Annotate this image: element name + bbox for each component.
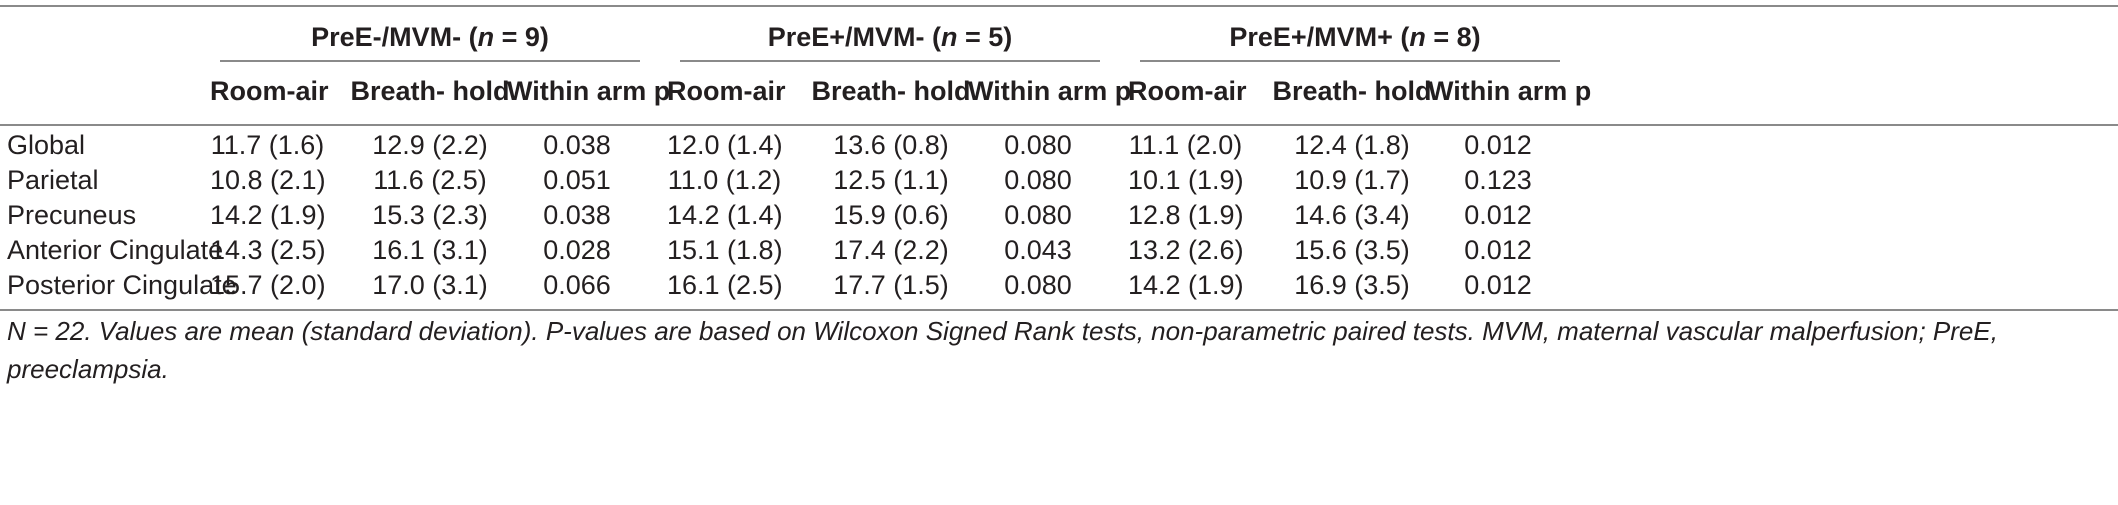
- table-cell: 0.012: [1464, 235, 1532, 265]
- table-cell: 11.1 (2.0): [1128, 130, 1243, 160]
- table-cell: 14.3 (2.5): [210, 235, 326, 265]
- group-header-1-label: PreE-/MVM- (: [311, 22, 478, 52]
- table-cell: 12.8 (1.9): [1128, 200, 1244, 230]
- subheader-within-arm-p-1: Within arm p: [507, 76, 671, 106]
- table-cell: 15.3 (2.3): [372, 200, 488, 230]
- table-cell: 11.6 (2.5): [373, 165, 487, 195]
- table-cell: 0.080: [1004, 130, 1072, 160]
- group-header-2-count: = 5): [957, 22, 1013, 52]
- subheader-breath-hold-1: Breath- hold: [350, 76, 510, 106]
- table-cell: 0.051: [543, 165, 611, 195]
- table-cell: 15.1 (1.8): [667, 235, 783, 265]
- table-cell: 0.080: [1004, 165, 1072, 195]
- group-header-2-n: n: [941, 22, 958, 52]
- table-cell: 0.080: [1004, 270, 1072, 300]
- table-cell: 0.043: [1004, 235, 1072, 265]
- table-cell: 0.066: [543, 270, 611, 300]
- subheader-breath-hold-3: Breath- hold: [1272, 76, 1432, 106]
- group-1-rule: [220, 60, 640, 62]
- table-cell: 0.012: [1464, 200, 1532, 230]
- subheader-within-arm-p-2: Within arm p: [968, 76, 1132, 106]
- table-cell: 14.2 (1.9): [210, 200, 326, 230]
- table-cell: 15.6 (3.5): [1294, 235, 1410, 265]
- group-header-2: PreE+/MVM- (n = 5): [680, 20, 1100, 54]
- subheader-breath-hold-2: Breath- hold: [811, 76, 971, 106]
- table-cell: 12.9 (2.2): [372, 130, 488, 160]
- table-cell: 14.2 (1.9): [1128, 270, 1244, 300]
- table-cell: 11.0 (1.2): [667, 165, 782, 195]
- group-header-3-count: = 8): [1425, 22, 1481, 52]
- table-cell: 16.9 (3.5): [1294, 270, 1410, 300]
- table-top-rule: [0, 5, 2118, 7]
- table-cell: 17.7 (1.5): [833, 270, 949, 300]
- table-cell: 0.012: [1464, 130, 1532, 160]
- table-cell: 0.028: [543, 235, 611, 265]
- group-header-3-label: PreE+/MVM+ (: [1229, 22, 1410, 52]
- row-label: Posterior Cingulate: [7, 270, 237, 300]
- table-cell: 0.012: [1464, 270, 1532, 300]
- table-footnote: N = 22. Values are mean (standard deviat…: [7, 316, 1998, 384]
- table-cell: 0.123: [1464, 165, 1532, 195]
- table-cell: 15.9 (0.6): [833, 200, 949, 230]
- subheader-within-arm-p-3: Within arm p: [1428, 76, 1592, 106]
- table-cell: 13.2 (2.6): [1128, 235, 1244, 265]
- table-cell: 13.6 (0.8): [833, 130, 949, 160]
- group-header-1-count: = 9): [494, 22, 549, 52]
- subheader-room-air-3: Room-air: [1128, 76, 1247, 106]
- table-cell: 17.0 (3.1): [372, 270, 488, 300]
- table-cell: 0.038: [543, 130, 611, 160]
- table-cell: 10.8 (2.1): [210, 165, 326, 195]
- table-cell: 14.6 (3.4): [1294, 200, 1410, 230]
- table-cell: 12.0 (1.4): [667, 130, 783, 160]
- row-label: Anterior Cingulate: [7, 235, 224, 265]
- subheader-room-air-1: Room-air: [210, 76, 329, 106]
- table-cell: 12.5 (1.1): [833, 165, 949, 195]
- row-label: Parietal: [7, 165, 99, 195]
- group-header-3: PreE+/MVM+ (n = 8): [1140, 20, 1570, 54]
- row-label: Global: [7, 130, 86, 160]
- group-header-1: PreE-/MVM- (n = 9): [220, 20, 640, 54]
- row-label: Precuneus: [7, 200, 137, 230]
- table-cell: 0.080: [1004, 200, 1072, 230]
- table-cell: 16.1 (2.5): [667, 270, 783, 300]
- table-cell: 15.7 (2.0): [210, 270, 326, 300]
- group-3-rule: [1140, 60, 1560, 62]
- table-cell: 10.9 (1.7): [1294, 165, 1410, 195]
- subheader-room-air-2: Room-air: [667, 76, 786, 106]
- table-cell: 10.1 (1.9): [1128, 165, 1244, 195]
- group-header-1-n: n: [477, 22, 495, 52]
- header-bottom-rule: [0, 124, 2118, 126]
- table-cell: 0.038: [543, 200, 611, 230]
- table-cell: 11.7 (1.6): [210, 130, 325, 160]
- group-header-2-label: PreE+/MVM- (: [767, 22, 941, 52]
- table-cell: 17.4 (2.2): [833, 235, 949, 265]
- table-cell: 16.1 (3.1): [372, 235, 488, 265]
- group-header-3-n: n: [1409, 22, 1426, 52]
- table-bottom-rule: [0, 309, 2118, 311]
- table-cell: 12.4 (1.8): [1294, 130, 1410, 160]
- table-cell: 14.2 (1.4): [667, 200, 783, 230]
- group-2-rule: [680, 60, 1100, 62]
